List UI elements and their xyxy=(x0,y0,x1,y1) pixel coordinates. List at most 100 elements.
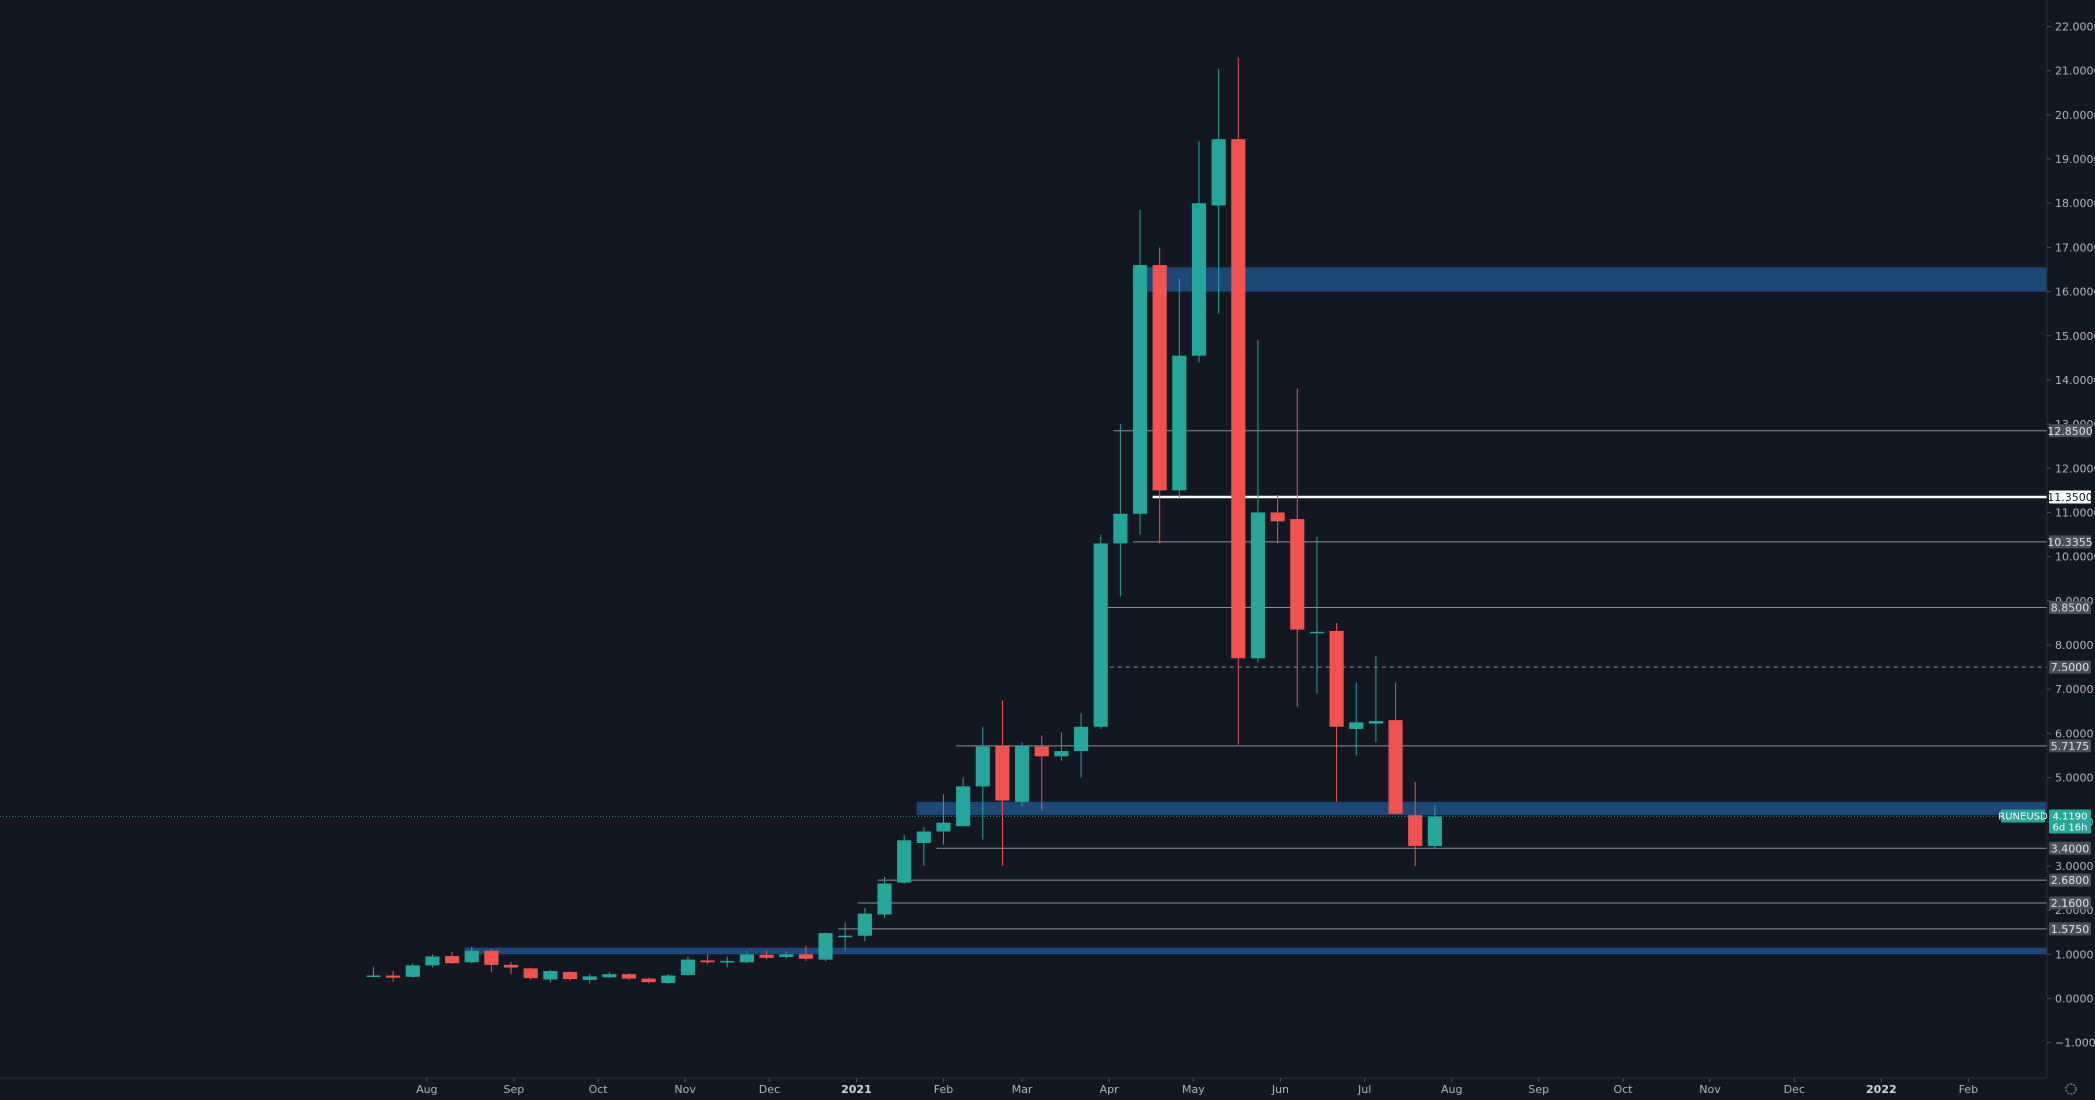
y-tick-label: 14.0000 xyxy=(2055,374,2095,387)
x-tick-label: Apr xyxy=(1100,1083,1120,1096)
countdown-label: 6d 16h xyxy=(2053,822,2088,833)
candle xyxy=(366,966,381,978)
zones-layer xyxy=(464,267,2048,955)
candle-body xyxy=(1113,513,1128,544)
candle xyxy=(680,956,696,976)
candle-body xyxy=(1054,751,1069,757)
candle-body xyxy=(1408,815,1423,847)
y-tick-label: 16.0000 xyxy=(2055,286,2095,299)
level-label-bg-1 xyxy=(2049,490,2091,504)
candle-body xyxy=(1211,139,1226,206)
candle-body xyxy=(503,964,519,968)
level-label-1: 11.3500 xyxy=(2047,491,2093,504)
candle xyxy=(1132,209,1148,535)
y-tick-label: 1.0000 xyxy=(2055,948,2094,961)
candle-body xyxy=(995,745,1010,801)
candle-body xyxy=(425,956,440,966)
candle xyxy=(386,971,401,982)
candle-body xyxy=(936,822,951,832)
candle xyxy=(1270,494,1285,544)
y-tick-label: 11.0000 xyxy=(2055,506,2095,519)
level-label-6: 3.4000 xyxy=(2051,842,2090,855)
candle-body xyxy=(1132,265,1148,514)
candle-body xyxy=(661,975,676,984)
x-tick-label: Aug xyxy=(416,1083,437,1096)
candle-body xyxy=(1368,721,1383,724)
candle-body xyxy=(1015,745,1030,802)
candle-body xyxy=(956,786,971,827)
candle xyxy=(1054,732,1069,761)
x-tick-label: Oct xyxy=(1613,1083,1633,1096)
y-tick-label: −1.0000 xyxy=(2055,1037,2095,1050)
y-tick-label: 15.0000 xyxy=(2055,330,2095,343)
candle-body xyxy=(582,976,597,980)
candle xyxy=(1152,247,1167,544)
candle-body xyxy=(1191,203,1207,356)
x-tick-label: 2021 xyxy=(841,1083,872,1096)
candle xyxy=(1211,68,1226,314)
candle xyxy=(1408,781,1423,866)
candle xyxy=(1388,682,1403,814)
level-label-5: 5.7175 xyxy=(2051,740,2090,753)
candle-body xyxy=(484,950,499,965)
level-label-4: 7.5000 xyxy=(2051,661,2090,674)
candle xyxy=(700,954,715,965)
candle-body xyxy=(1427,816,1442,847)
y-tick-label: 10.0000 xyxy=(2055,551,2095,564)
candle xyxy=(1231,57,1246,745)
x-tick-label: Mar xyxy=(1012,1083,1033,1096)
candle-body xyxy=(1034,746,1049,757)
level-label-3: 8.8500 xyxy=(2051,601,2090,614)
gear-icon[interactable] xyxy=(2065,1083,2077,1095)
candle-body xyxy=(1152,265,1167,491)
level-label-bg-0 xyxy=(2049,424,2091,438)
candle-body xyxy=(680,959,696,976)
y-tick-label: 6.0000 xyxy=(2055,727,2094,740)
x-tick-label: Dec xyxy=(1784,1083,1805,1096)
candle-body xyxy=(621,974,637,979)
y-tick-label: 18.0000 xyxy=(2055,197,2095,210)
x-axis-ticks[interactable]: Aug Sep Oct Nov Dec 2021 Feb Mar Apr May Jun Jul Aug… xyxy=(416,1078,1978,1096)
candle xyxy=(405,963,420,978)
level-label-bg-6 xyxy=(2049,841,2091,855)
candle-body xyxy=(1329,630,1344,727)
candle-body xyxy=(1172,355,1187,491)
x-tick-label: 2022 xyxy=(1866,1083,1897,1096)
candle xyxy=(1329,622,1344,802)
y-tick-label: 21.0000 xyxy=(2055,65,2095,78)
x-tick-label: Oct xyxy=(589,1083,609,1096)
level-label-bg-4 xyxy=(2049,660,2091,674)
candle xyxy=(798,945,813,961)
x-tick-label: Nov xyxy=(1699,1083,1721,1096)
candle-body xyxy=(641,978,656,983)
x-tick-label: Aug xyxy=(1441,1083,1462,1096)
levels-layer xyxy=(838,430,2047,930)
candle-body xyxy=(523,968,538,979)
y-tick-label: 5.0000 xyxy=(2055,772,2094,785)
candle xyxy=(739,951,754,964)
level-label-7: 2.6800 xyxy=(2051,874,2090,887)
candle xyxy=(661,974,676,984)
candle-body xyxy=(1349,722,1364,729)
candle-body xyxy=(464,950,479,963)
candles-layer xyxy=(366,57,1442,984)
candle xyxy=(621,973,637,980)
zone-zone-16 xyxy=(1132,267,2047,292)
candle-body xyxy=(700,960,715,963)
x-tick-label: Dec xyxy=(759,1083,780,1096)
candle xyxy=(995,700,1010,866)
x-tick-label: Jul xyxy=(1357,1083,1371,1096)
candle xyxy=(877,876,892,919)
candle xyxy=(1427,804,1442,849)
candle xyxy=(602,971,617,979)
candle-body xyxy=(1093,543,1108,727)
x-tick-label: Sep xyxy=(503,1083,524,1096)
candle-body xyxy=(1250,512,1266,659)
settings-button[interactable] xyxy=(2065,1083,2077,1095)
candle xyxy=(1191,141,1207,363)
candle xyxy=(936,794,951,845)
candle xyxy=(543,969,558,983)
candle-body xyxy=(1309,631,1325,634)
